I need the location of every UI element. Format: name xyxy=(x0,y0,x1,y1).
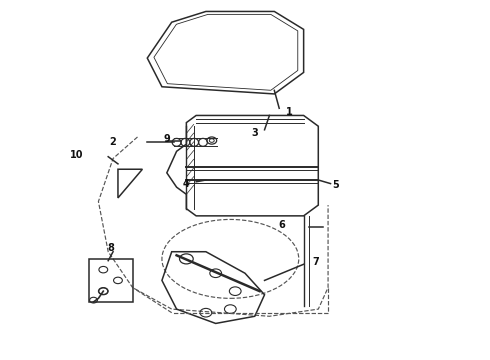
Text: 3: 3 xyxy=(251,129,258,138)
Text: 7: 7 xyxy=(313,257,319,267)
Text: 8: 8 xyxy=(107,243,114,253)
Text: 2: 2 xyxy=(110,138,117,147)
Text: 10: 10 xyxy=(70,150,83,160)
Text: 5: 5 xyxy=(332,180,339,190)
Text: 4: 4 xyxy=(183,179,190,189)
Text: 1: 1 xyxy=(286,107,293,117)
Text: 6: 6 xyxy=(278,220,285,230)
Text: 9: 9 xyxy=(164,134,170,144)
